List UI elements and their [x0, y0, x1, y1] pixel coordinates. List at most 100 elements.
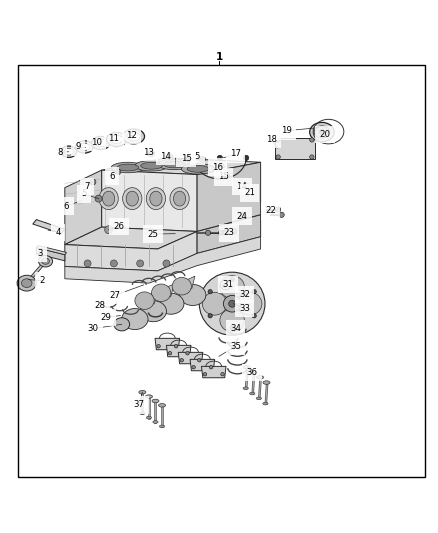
Ellipse shape	[187, 165, 209, 172]
Ellipse shape	[110, 135, 123, 144]
Circle shape	[221, 373, 224, 376]
Circle shape	[192, 366, 195, 369]
Circle shape	[198, 359, 201, 362]
Ellipse shape	[310, 123, 334, 142]
Text: 28: 28	[94, 301, 106, 310]
Text: 7: 7	[84, 182, 89, 191]
Ellipse shape	[122, 309, 148, 329]
Circle shape	[203, 373, 207, 376]
Text: 36: 36	[246, 368, 258, 377]
Ellipse shape	[152, 399, 159, 403]
Ellipse shape	[202, 292, 227, 315]
Circle shape	[174, 344, 178, 348]
Ellipse shape	[256, 397, 261, 400]
Circle shape	[110, 260, 117, 267]
Ellipse shape	[223, 295, 241, 312]
Text: 15: 15	[218, 172, 229, 181]
Ellipse shape	[243, 387, 248, 390]
Text: 18: 18	[266, 134, 277, 143]
Ellipse shape	[163, 161, 185, 168]
Polygon shape	[275, 138, 315, 159]
Text: 16: 16	[212, 163, 223, 172]
Ellipse shape	[64, 148, 74, 155]
Ellipse shape	[220, 280, 231, 290]
Text: 31: 31	[222, 280, 233, 289]
Circle shape	[276, 207, 281, 212]
Circle shape	[224, 172, 230, 179]
Text: 12: 12	[126, 131, 137, 140]
Circle shape	[223, 284, 226, 287]
Ellipse shape	[173, 191, 186, 206]
Text: 6: 6	[109, 172, 114, 181]
Circle shape	[185, 156, 191, 162]
Ellipse shape	[92, 136, 110, 150]
Circle shape	[276, 155, 280, 159]
Text: 1: 1	[215, 52, 223, 62]
Text: 29: 29	[101, 313, 111, 322]
Polygon shape	[201, 366, 226, 378]
Polygon shape	[197, 215, 261, 253]
Circle shape	[157, 344, 160, 348]
Circle shape	[208, 289, 212, 294]
Polygon shape	[65, 237, 261, 283]
Ellipse shape	[99, 188, 118, 209]
Circle shape	[81, 185, 86, 190]
Circle shape	[84, 260, 91, 267]
Polygon shape	[36, 248, 65, 261]
Circle shape	[217, 155, 223, 160]
Circle shape	[319, 130, 325, 135]
Ellipse shape	[61, 146, 77, 157]
Ellipse shape	[243, 366, 250, 369]
Circle shape	[163, 260, 170, 267]
Polygon shape	[36, 246, 67, 255]
Ellipse shape	[17, 275, 36, 291]
Polygon shape	[190, 359, 215, 371]
Ellipse shape	[42, 258, 49, 264]
Ellipse shape	[102, 191, 115, 206]
Circle shape	[168, 351, 172, 355]
Ellipse shape	[314, 126, 330, 138]
Ellipse shape	[172, 278, 191, 295]
Ellipse shape	[220, 309, 244, 332]
Ellipse shape	[76, 141, 93, 153]
Text: 10: 10	[91, 138, 102, 147]
Polygon shape	[166, 345, 191, 357]
Ellipse shape	[152, 284, 171, 302]
Circle shape	[230, 326, 234, 330]
Circle shape	[218, 164, 224, 169]
Text: 14: 14	[236, 182, 247, 191]
Polygon shape	[183, 276, 195, 293]
Polygon shape	[65, 170, 102, 245]
Ellipse shape	[126, 191, 138, 206]
Ellipse shape	[199, 272, 265, 335]
Circle shape	[229, 300, 236, 307]
Text: 20: 20	[319, 130, 331, 139]
Circle shape	[90, 179, 96, 185]
Text: 21: 21	[244, 189, 255, 197]
Text: 35: 35	[230, 342, 241, 351]
Circle shape	[219, 230, 224, 236]
Circle shape	[209, 366, 213, 369]
Polygon shape	[155, 338, 180, 350]
Text: 6: 6	[64, 201, 69, 211]
Text: 8: 8	[58, 148, 63, 157]
Circle shape	[232, 229, 237, 234]
Circle shape	[205, 230, 211, 236]
Polygon shape	[145, 292, 158, 307]
Circle shape	[148, 150, 155, 157]
Polygon shape	[102, 158, 261, 174]
Text: 17: 17	[230, 149, 241, 158]
Ellipse shape	[158, 159, 191, 169]
Circle shape	[279, 212, 284, 217]
Polygon shape	[25, 261, 47, 283]
Text: 22: 22	[265, 206, 276, 215]
Ellipse shape	[153, 421, 158, 423]
Text: 13: 13	[142, 148, 154, 157]
Ellipse shape	[117, 164, 139, 171]
Ellipse shape	[123, 129, 145, 144]
Circle shape	[137, 260, 144, 267]
Ellipse shape	[263, 381, 270, 384]
Text: 25: 25	[148, 230, 159, 239]
Polygon shape	[197, 162, 261, 231]
Ellipse shape	[170, 188, 189, 209]
